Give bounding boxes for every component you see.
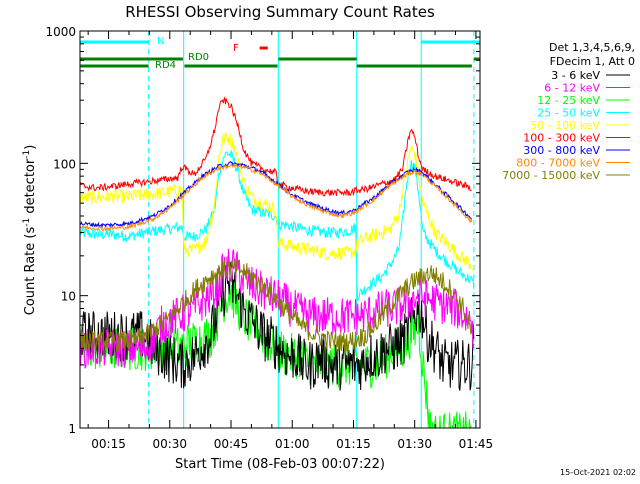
y-label-sup2: -1	[22, 150, 32, 159]
legend-entry-3: 25 - 50 keV	[537, 107, 600, 120]
annotation-rd0: RD0	[188, 52, 209, 63]
footer-timestamp: 15-Oct-2021 02:02	[560, 468, 636, 477]
legend-header-line2: FDecim 1, Att 0	[550, 55, 635, 68]
y-axis-label: Count Rate (s-1 detector-1)	[22, 145, 38, 316]
legend-header-line1: Det 1,3,4,5,6,9,	[549, 41, 635, 54]
legend: Det 1,3,4,5,6,9, FDecim 1, Att 0 3 - 6 k…	[502, 41, 635, 182]
y-tick-label-0: 1	[68, 422, 76, 436]
series-line-5	[80, 95, 472, 197]
x-tick-label-1: 00:30	[152, 437, 187, 451]
chart-title: RHESSI Observing Summary Count Rates	[125, 3, 435, 21]
axis-ticks: 00:15 00:30 00:45 01:00 01:15 01:30 01:45 1 10 10…	[45, 25, 493, 451]
plot-area	[80, 31, 480, 428]
y-tick-label-1: 10	[61, 290, 76, 304]
legend-entry-7: 800 - 7000 keV	[516, 157, 600, 170]
series-line-8	[80, 258, 473, 352]
y-label-main: Count Rate (s	[23, 227, 38, 316]
legend-entry-0: 3 - 6 keV	[551, 69, 600, 82]
annotation-n: N	[157, 36, 164, 47]
x-tick-label-5: 01:30	[397, 437, 432, 451]
y-label-sup1: -1	[22, 218, 32, 227]
x-tick-label-3: 01:00	[275, 437, 310, 451]
plot-frame	[79, 30, 481, 429]
legend-entry-2: 12 - 25 keV	[537, 94, 600, 107]
y-label-mid: detector	[23, 158, 38, 218]
legend-entry-1: 6 - 12 keV	[544, 82, 600, 95]
y-tick-label-3: 1000	[45, 25, 76, 39]
x-tick-label-6: 01:45	[459, 437, 494, 451]
y-label-end: )	[23, 145, 38, 150]
x-axis-label: Start Time (08-Feb-03 00:07:22)	[175, 457, 385, 472]
x-tick-label-4: 01:15	[336, 437, 371, 451]
series-line-4	[80, 131, 475, 271]
series-line-7	[80, 163, 473, 232]
legend-entry-4: 50 - 100 keV	[530, 119, 600, 132]
legend-entry-5: 100 - 300 keV	[523, 132, 600, 145]
annotation-rd4: RD4	[155, 60, 176, 71]
legend-entry-6: 300 - 800 keV	[523, 144, 600, 157]
y-tick-label-2: 100	[53, 157, 76, 171]
x-tick-label-2: 00:45	[214, 437, 249, 451]
annotation-f: F	[233, 43, 239, 54]
legend-entry-8: 7000 - 15000 keV	[502, 169, 600, 182]
x-tick-label-0: 00:15	[91, 437, 126, 451]
